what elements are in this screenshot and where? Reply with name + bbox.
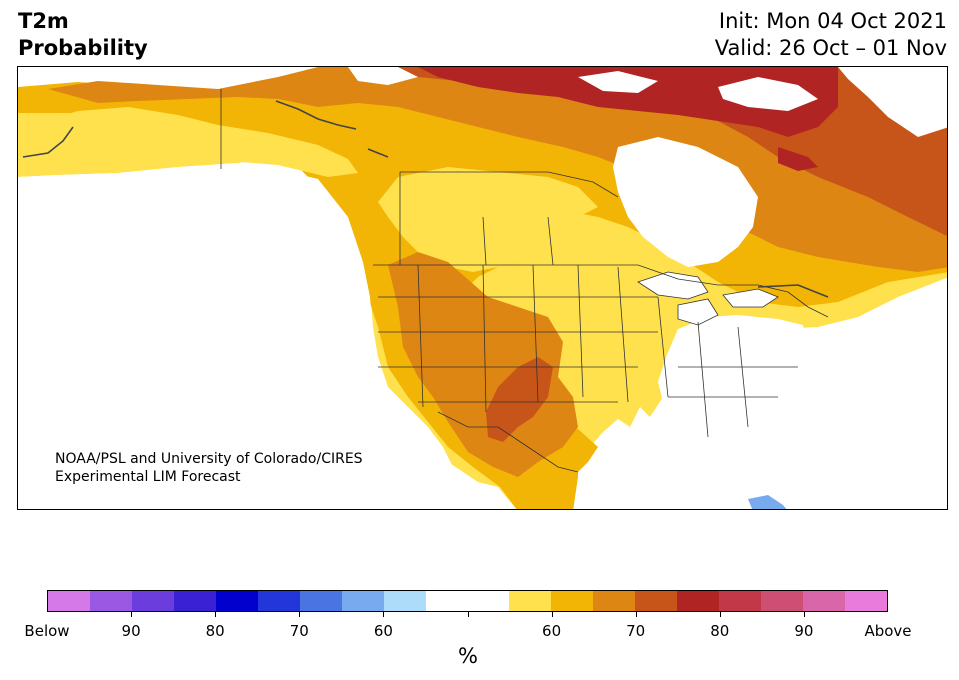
colorbar-cell — [173, 591, 216, 611]
colorbar-cell — [48, 591, 90, 611]
shade-60-inner-2 — [378, 167, 598, 272]
shade-60-inner — [23, 107, 358, 177]
colorbar-cell — [89, 591, 132, 611]
colorbar-tick-label: Above — [864, 622, 912, 640]
arctic-water — [348, 67, 947, 137]
colorbar-tick-mark — [803, 612, 805, 617]
colorbar-tick-label: 90 — [794, 622, 814, 640]
forecast-dates: Init: Mon 04 Oct 2021 Valid: 26 Oct – 01… — [715, 8, 947, 62]
great-lakes — [637, 271, 779, 326]
credit-text: NOAA/PSL and University of Colorado/CIRE… — [55, 450, 363, 486]
colorbar-cell — [215, 591, 258, 611]
colorbar-cell — [257, 591, 300, 611]
colorbar-tick-label: 80 — [205, 622, 225, 640]
colorbar-cell — [383, 591, 426, 611]
colorbar-cell — [677, 591, 720, 611]
colorbar-tick-label: 70 — [289, 622, 309, 640]
credit-line-1: NOAA/PSL and University of Colorado/CIRE… — [55, 451, 363, 467]
near-normal-southeast — [658, 315, 808, 467]
colorbar-tick-mark — [131, 612, 133, 617]
atlantic-ocean — [758, 307, 947, 509]
colorbar-tick-mark — [215, 612, 217, 617]
colorbar-cell — [131, 591, 174, 611]
colorbar — [47, 590, 888, 612]
colorbar-unit: % — [458, 644, 478, 668]
colorbar-tick-label: 70 — [626, 622, 646, 640]
colorbar-tick-mark — [383, 612, 385, 617]
colorbar-tick-label: 90 — [121, 622, 141, 640]
colorbar-tick-mark — [551, 612, 553, 617]
shade-below-55-percent — [748, 495, 787, 509]
colorbar-cell — [425, 591, 468, 611]
credit-line-2: Experimental LIM Forecast — [55, 469, 241, 485]
gulf-of-mexico — [578, 437, 748, 509]
map-svg — [18, 67, 947, 509]
colorbar-cell — [299, 591, 342, 611]
political-borders — [220, 89, 829, 473]
pacific-ocean — [18, 163, 497, 509]
colorbar-tick-label: Below — [24, 622, 70, 640]
colorbar-tick-label: 60 — [373, 622, 393, 640]
colorbar-cell — [803, 591, 846, 611]
colorbar-cell — [509, 591, 552, 611]
title-line-2: Probability — [18, 36, 148, 60]
colorbar-tick-label: 80 — [710, 622, 730, 640]
valid-range: Valid: 26 Oct – 01 Nov — [714, 36, 947, 60]
colorbar-cell — [551, 591, 594, 611]
hudson-bay — [613, 137, 758, 267]
colorbar-cell — [845, 591, 888, 611]
init-date: Init: Mon 04 Oct 2021 — [718, 9, 947, 33]
colorbar-cell — [341, 591, 384, 611]
colorbar-tick-mark — [635, 612, 637, 617]
colorbar-tick-mark — [467, 612, 469, 617]
colorbar-tick-mark — [719, 612, 721, 617]
map-title: T2m Probability — [18, 8, 148, 62]
colorbar-cell — [719, 591, 762, 611]
colorbar-cell — [593, 591, 636, 611]
colorbar-tick-mark — [299, 612, 301, 617]
coastlines — [22, 100, 829, 298]
colorbar-tick-label: 60 — [542, 622, 562, 640]
colorbar-cell — [761, 591, 804, 611]
title-line-1: T2m — [18, 9, 69, 33]
colorbar-cell — [635, 591, 678, 611]
forecast-map — [17, 66, 948, 510]
colorbar-cell — [467, 591, 510, 611]
